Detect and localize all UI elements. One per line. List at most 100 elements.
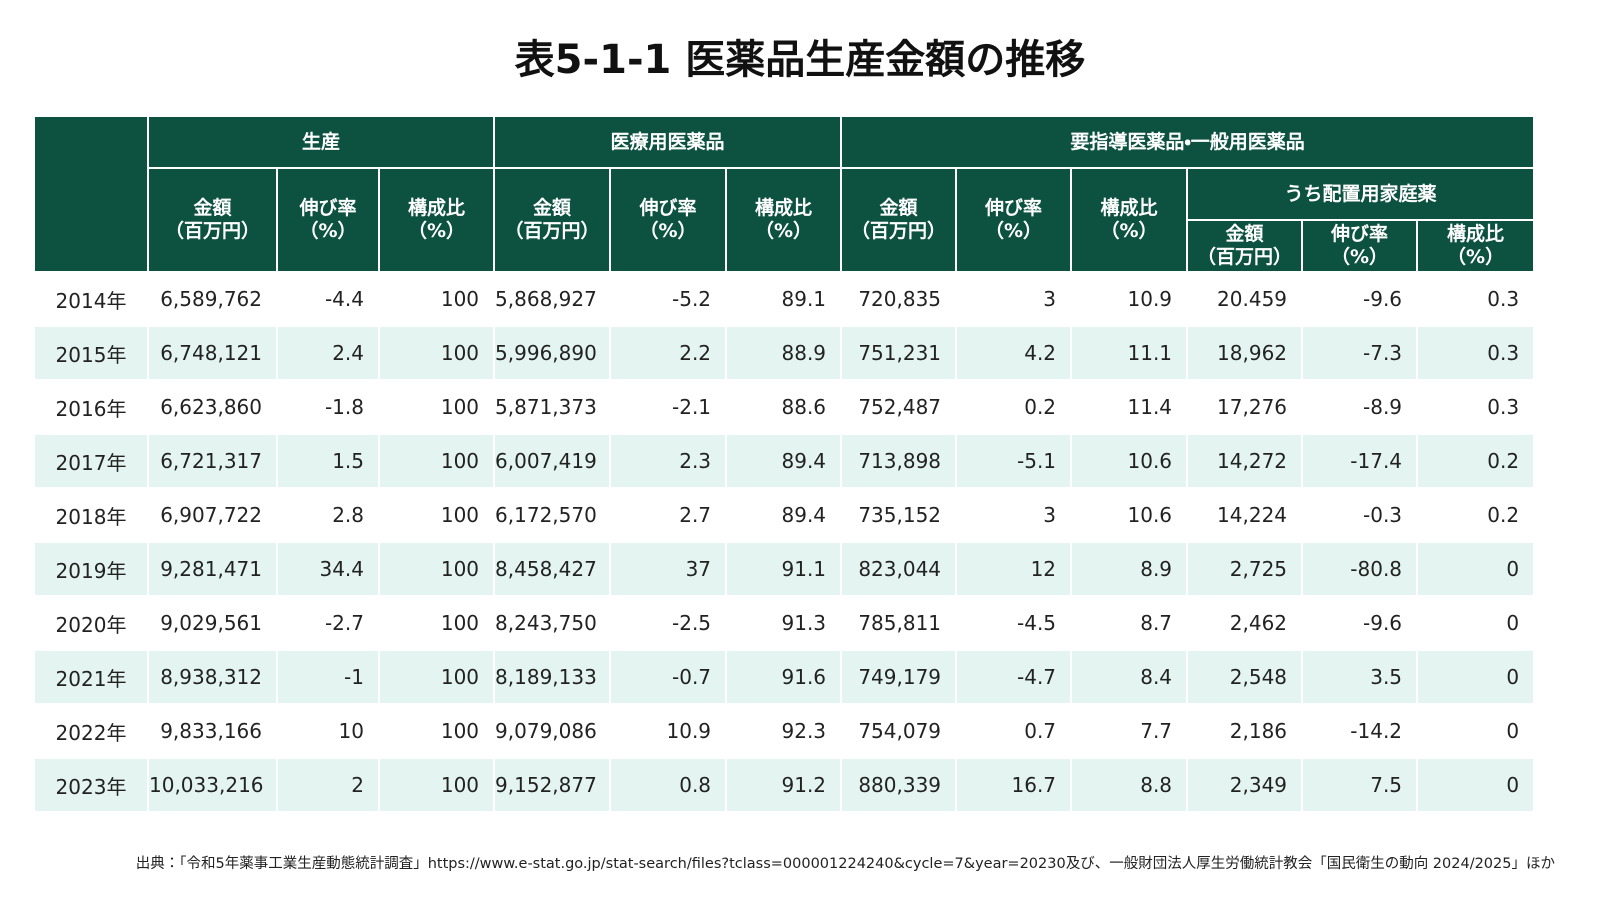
value-cell: 823,044 xyxy=(840,541,958,597)
table-row: 2015年 6,748,121 2.4 100 5,996,890 2.2 88.9 751,… xyxy=(35,325,1534,381)
value-cell: -2.1 xyxy=(609,379,728,435)
table-header: 生産 医療用医薬品 要指導医薬品・一般用医薬品 金額 （百万円） 伸び率 （%） 構成比 … xyxy=(35,117,1534,273)
value-cell: 0.3 xyxy=(1416,379,1534,435)
column-header: 構成比 （%） xyxy=(1416,219,1534,273)
value-cell: 713,898 xyxy=(840,433,958,489)
column-header: 金額 （百万円） xyxy=(493,167,612,273)
value-cell: 880,339 xyxy=(840,757,958,813)
value-cell: -4.4 xyxy=(276,271,380,327)
header-row: 金額 （百万円） 伸び率 （%） 構成比 （%） 金額 （百万円） 伸び率 （%） 構成比… xyxy=(35,167,1534,273)
value-cell: 6,007,419 xyxy=(493,433,612,489)
value-cell: 5,868,927 xyxy=(493,271,612,327)
value-cell: 2,725 xyxy=(1186,541,1304,597)
value-cell: 91.2 xyxy=(725,757,843,813)
value-cell: -17.4 xyxy=(1301,433,1419,489)
value-cell: 2,349 xyxy=(1186,757,1304,813)
year-cell: 2016年 xyxy=(35,379,149,435)
value-cell: -80.8 xyxy=(1301,541,1419,597)
value-cell: 100 xyxy=(377,541,496,597)
year-cell: 2015年 xyxy=(35,325,149,381)
value-cell: 5,996,890 xyxy=(493,325,612,381)
value-cell: 751,231 xyxy=(840,325,958,381)
value-cell: -7.3 xyxy=(1301,325,1419,381)
value-cell: 6,907,722 xyxy=(147,487,278,543)
value-cell: 91.6 xyxy=(725,649,843,705)
value-cell: 749,179 xyxy=(840,649,958,705)
value-cell: 18,962 xyxy=(1186,325,1304,381)
value-cell: 89.4 xyxy=(725,433,843,489)
value-cell: 0.2 xyxy=(1416,487,1534,543)
value-cell: 2,548 xyxy=(1186,649,1304,705)
value-cell: 2.4 xyxy=(276,325,380,381)
value-cell: 9,833,166 xyxy=(147,703,278,759)
group-header: 要指導医薬品・一般用医薬品 xyxy=(840,117,1534,169)
value-cell: 9,281,471 xyxy=(147,541,278,597)
year-cell: 2017年 xyxy=(35,433,149,489)
value-cell: 6,721,317 xyxy=(147,433,278,489)
value-cell: 6,589,762 xyxy=(147,271,278,327)
value-cell: -5.1 xyxy=(955,433,1073,489)
value-cell: 9,079,086 xyxy=(493,703,612,759)
value-cell: 8,189,133 xyxy=(493,649,612,705)
value-cell: 34.4 xyxy=(276,541,380,597)
value-cell: 8.4 xyxy=(1070,649,1189,705)
value-cell: 16.7 xyxy=(955,757,1073,813)
value-cell: 785,811 xyxy=(840,595,958,651)
value-cell: 91.1 xyxy=(725,541,843,597)
table-row: 2020年 9,029,561 -2.7 100 8,243,750 -2.5 91.3 78… xyxy=(35,595,1534,651)
value-cell: 10.6 xyxy=(1070,487,1189,543)
value-cell: 89.1 xyxy=(725,271,843,327)
value-cell: 2 xyxy=(276,757,380,813)
value-cell: 91.3 xyxy=(725,595,843,651)
column-header: 伸び率 （%） xyxy=(1301,219,1419,273)
value-cell: 14,224 xyxy=(1186,487,1304,543)
value-cell: 8,938,312 xyxy=(147,649,278,705)
value-cell: 14,272 xyxy=(1186,433,1304,489)
value-cell: 100 xyxy=(377,757,496,813)
value-cell: -1 xyxy=(276,649,380,705)
value-cell: 11.4 xyxy=(1070,379,1189,435)
year-cell: 2022年 xyxy=(35,703,149,759)
value-cell: 2.7 xyxy=(609,487,728,543)
column-header: 金額 （百万円） xyxy=(840,167,958,273)
year-cell: 2020年 xyxy=(35,595,149,651)
value-cell: 6,623,860 xyxy=(147,379,278,435)
column-header: 伸び率 （%） xyxy=(609,167,728,273)
column-header: 金額 （百万円） xyxy=(148,167,278,273)
value-cell: 2.8 xyxy=(276,487,380,543)
year-cell: 2023年 xyxy=(35,757,149,813)
value-cell: 0 xyxy=(1416,757,1534,813)
title: 表5-1-1 医薬品生産金額の推移 xyxy=(514,37,1086,83)
header-row: 金額 （百万円） 伸び率 （%） 構成比 （%） xyxy=(35,219,1534,273)
value-cell: -1.8 xyxy=(276,379,380,435)
table-row: 2014年 6,589,762 -4.4 100 5,868,927 -5.2 89.1 72… xyxy=(35,271,1534,327)
year-cell: 2018年 xyxy=(35,487,149,543)
value-cell: 0 xyxy=(1416,703,1534,759)
table-row: 2016年 6,623,860 -1.8 100 5,871,373 -2.1 88.6 75… xyxy=(35,379,1534,435)
value-cell: 8.9 xyxy=(1070,541,1189,597)
table-row: 2022年 9,833,166 10 100 9,079,086 10.9 92.3 754,… xyxy=(35,703,1534,759)
value-cell: -0.7 xyxy=(609,649,728,705)
value-cell: 0.2 xyxy=(955,379,1073,435)
source-note: 出典：「令和5年薬事工業生産動態統計調査」https://www.e-stat.… xyxy=(135,856,1555,872)
value-cell: -4.5 xyxy=(955,595,1073,651)
table-row: 2021年 8,938,312 -1 100 8,189,133 -0.7 91.6 749,… xyxy=(35,649,1534,705)
value-cell: 8,243,750 xyxy=(493,595,612,651)
value-cell: 100 xyxy=(377,703,496,759)
group-header: 医療用医薬品 xyxy=(493,117,843,169)
value-cell: 0.2 xyxy=(1416,433,1534,489)
value-cell: 17,276 xyxy=(1186,379,1304,435)
table-row: 2018年 6,907,722 2.8 100 6,172,570 2.7 89.4 735,… xyxy=(35,487,1534,543)
value-cell: 9,152,877 xyxy=(493,757,612,813)
header-row: 生産 医療用医薬品 要指導医薬品・一般用医薬品 xyxy=(35,117,1534,273)
value-cell: 100 xyxy=(377,487,496,543)
value-cell: 100 xyxy=(377,433,496,489)
value-cell: -5.2 xyxy=(609,271,728,327)
table-row: 2017年 6,721,317 1.5 100 6,007,419 2.3 89.4 713,… xyxy=(35,433,1534,489)
value-cell: 3.5 xyxy=(1301,649,1419,705)
value-cell: 2.3 xyxy=(609,433,728,489)
value-cell: 3 xyxy=(955,271,1073,327)
column-header: 伸び率 （%） xyxy=(955,167,1073,273)
value-cell: 1.5 xyxy=(276,433,380,489)
